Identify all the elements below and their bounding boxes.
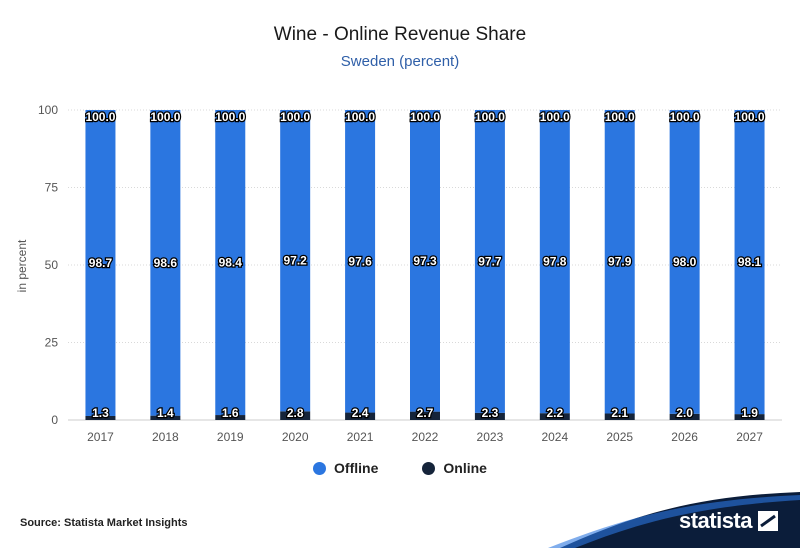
x-axis-ticks: 2017 2018 2019 2020 2021 2022 2023 2024 2025 2026… [87, 430, 763, 444]
data-label-online: 2.7 [417, 406, 434, 420]
x-tick-label: 2018 [152, 430, 179, 444]
bar-offline[interactable] [604, 110, 635, 414]
bar-online[interactable] [150, 415, 181, 420]
x-tick-label: 2022 [412, 430, 439, 444]
x-tick-label: 2021 [347, 430, 374, 444]
bar-offline[interactable] [410, 110, 440, 412]
data-label-offline: 97.7 [478, 254, 502, 268]
bar-offline[interactable] [669, 110, 700, 414]
source-text: Source: Statista Market Insights [20, 517, 188, 529]
bar-offline[interactable] [539, 110, 570, 414]
bar-offline[interactable] [474, 110, 505, 413]
bar-offline[interactable] [734, 110, 765, 415]
footer: Source: Statista Market Insights statist… [0, 492, 800, 548]
y-axis-ticks: 0 25 50 75 100 [38, 103, 58, 427]
data-label-online: 2.1 [611, 406, 628, 420]
bar-online[interactable] [280, 411, 311, 420]
statista-logo-icon [758, 511, 778, 531]
data-label-offline: 97.2 [284, 254, 308, 268]
y-tick-label: 75 [45, 181, 59, 195]
data-label-online: 2.4 [352, 406, 369, 420]
data-label-total: 100.0 [150, 110, 180, 124]
legend-item-offline[interactable]: Offline [313, 460, 378, 476]
data-label-online: 1.4 [157, 406, 174, 420]
bar-online[interactable] [604, 413, 635, 420]
bar-offline[interactable] [280, 110, 311, 412]
brand-wordmark: statista [678, 508, 753, 533]
x-tick-label: 2024 [541, 430, 568, 444]
bar-online[interactable] [669, 413, 700, 420]
footer-band [548, 492, 800, 548]
x-tick-label: 2017 [87, 430, 114, 444]
bar-online[interactable] [410, 411, 440, 420]
x-tick-label: 2026 [671, 430, 698, 444]
chart-title: Wine - Online Revenue Share [273, 24, 527, 45]
data-label-offline: 98.1 [738, 255, 762, 269]
data-label-offline: 97.8 [543, 255, 567, 269]
data-label-total: 100.0 [735, 110, 765, 124]
data-label-offline: 98.6 [154, 256, 178, 270]
brand[interactable]: statista [679, 508, 778, 534]
legend: Offline Online [0, 460, 800, 476]
data-label-online: 2.8 [287, 406, 304, 420]
data-label-online: 1.9 [741, 406, 758, 420]
data-label-offline: 98.4 [219, 256, 243, 270]
bar-offline[interactable] [345, 110, 376, 413]
bar-online[interactable] [85, 415, 116, 420]
legend-swatch-online [422, 461, 436, 475]
data-label-total: 100.0 [85, 110, 115, 124]
data-label-online: 2.0 [676, 406, 693, 420]
legend-label-online: Online [443, 460, 487, 476]
data-label-offline: 98.7 [89, 256, 113, 270]
legend-swatch-offline [313, 461, 327, 475]
x-tick-label: 2027 [736, 430, 763, 444]
bar-online[interactable] [215, 415, 246, 420]
data-label-online: 2.2 [546, 406, 563, 420]
data-label-online: 1.3 [92, 406, 109, 420]
x-tick-label: 2023 [477, 430, 504, 444]
x-tick-label: 2019 [217, 430, 244, 444]
x-tick-label: 2025 [606, 430, 633, 444]
bar-online[interactable] [474, 412, 505, 420]
data-label-online: 2.3 [482, 406, 499, 420]
data-label-total: 100.0 [410, 110, 440, 124]
data-label-total: 100.0 [215, 110, 245, 124]
data-label-offline: 98.0 [673, 255, 697, 269]
y-tick-label: 0 [51, 413, 58, 427]
data-label-offline: 97.3 [413, 254, 437, 268]
y-axis-label: in percent [15, 239, 29, 292]
bars [85, 110, 765, 420]
bar-offline[interactable] [215, 110, 246, 416]
bar-offline[interactable] [85, 110, 116, 416]
y-tick-label: 100 [38, 103, 58, 117]
bar-online[interactable] [345, 412, 376, 420]
data-label-total: 100.0 [280, 110, 310, 124]
legend-label-offline: Offline [334, 460, 379, 476]
data-label-offline: 97.9 [608, 255, 632, 269]
x-tick-label: 2020 [282, 430, 309, 444]
data-label-total: 100.0 [540, 110, 570, 124]
bar-offline[interactable] [150, 110, 181, 416]
data-label-total: 100.0 [345, 110, 375, 124]
y-tick-label: 50 [45, 258, 59, 272]
legend-item-online[interactable]: Online [422, 460, 487, 476]
y-tick-label: 25 [45, 336, 59, 350]
data-label-total: 100.0 [670, 110, 700, 124]
bar-online[interactable] [734, 414, 765, 420]
bar-online[interactable] [539, 413, 570, 420]
chart-subtitle: Sweden (percent) [340, 53, 460, 70]
data-label-total: 100.0 [605, 110, 635, 124]
data-label-total: 100.0 [475, 110, 505, 124]
data-label-online: 1.6 [222, 406, 239, 420]
data-label-offline: 97.6 [348, 254, 372, 268]
data-labels: 98.7 1.3 100.0 98.6 1.4 100.0 98.4 1.6 100.0 97.2… [84, 109, 766, 422]
